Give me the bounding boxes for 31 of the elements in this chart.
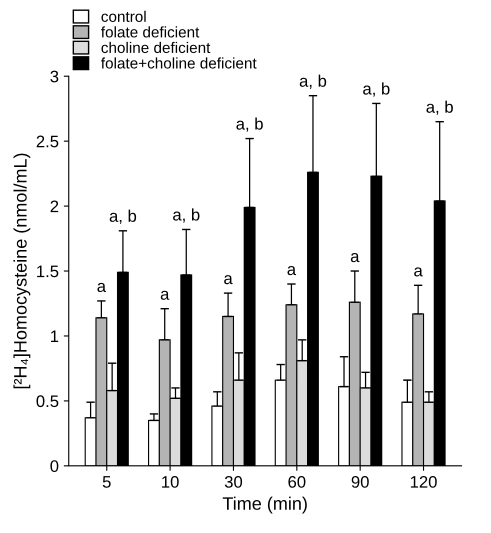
annotation: a, b	[300, 74, 326, 89]
legend-label: control	[101, 10, 146, 22]
y-tick-label: 0.5	[36, 395, 58, 408]
annotation: a, b	[363, 82, 390, 97]
annotation: a, b	[173, 208, 200, 223]
x-tick-label: 30	[224, 476, 242, 488]
y-tick-label: 0	[50, 460, 58, 472]
y-tick-label: 2	[50, 200, 58, 212]
annotation: a	[350, 253, 360, 262]
annotation: a, b	[110, 210, 136, 224]
y-tick-label: 3	[50, 70, 58, 82]
x-axis-title: Time (min)	[222, 496, 307, 514]
y-tick-label: 1	[51, 330, 58, 342]
legend-label: folate deficient	[101, 26, 200, 38]
y-tick-label: 1.5	[37, 266, 58, 278]
y-tick-label: 2.5	[36, 136, 58, 148]
y-axis-title: [²H₄]Homocysteine (nmol/mL)	[13, 154, 30, 388]
annotation: a	[160, 290, 170, 300]
annotation: a, b	[236, 117, 263, 132]
legend-label: folate+choline deficient	[101, 57, 257, 69]
annotation: a	[224, 275, 233, 284]
annotation: a	[288, 266, 296, 276]
annotation: a	[414, 267, 423, 276]
legend-label: choline deficient	[101, 42, 210, 54]
x-tick-label: 5	[102, 476, 111, 488]
x-tick-label: 10	[162, 476, 179, 488]
x-tick-label: 90	[352, 476, 369, 488]
x-tick-label: 60	[288, 476, 306, 488]
x-tick-label: 120	[410, 476, 437, 488]
annotation: a	[97, 282, 106, 292]
annotation: a, b	[426, 100, 453, 115]
